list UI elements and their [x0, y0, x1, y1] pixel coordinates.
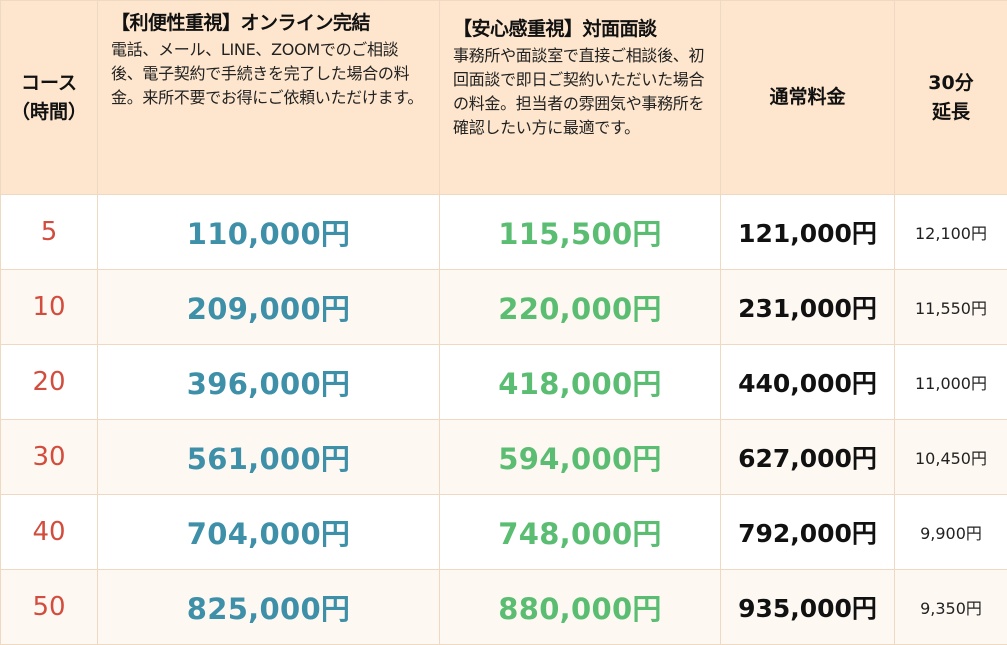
face-price: 418,000円: [439, 344, 721, 420]
face-price: 748,000円: [439, 494, 721, 570]
extension-price: 10,450円: [894, 419, 1007, 495]
header-course-line1: コース: [20, 72, 78, 94]
header-face-plan: 【安心感重視】対面面談 事務所や面談室で直接ご相談後、初回面談で即日ご契約いただ…: [439, 0, 721, 195]
header-normal-price: 通常料金: [720, 0, 895, 195]
extension-price: 11,000円: [894, 344, 1007, 420]
course-hours: 30: [0, 419, 98, 495]
normal-price: 440,000円: [720, 344, 895, 420]
online-price: 396,000円: [97, 344, 440, 420]
normal-price: 231,000円: [720, 269, 895, 345]
extension-price: 9,900円: [894, 494, 1007, 570]
face-price: 594,000円: [439, 419, 721, 495]
online-price: 209,000円: [97, 269, 440, 345]
table-row: 20 396,000円 418,000円 440,000円 11,000円: [0, 344, 1007, 420]
course-hours: 40: [0, 494, 98, 570]
online-price: 561,000円: [97, 419, 440, 495]
normal-price: 792,000円: [720, 494, 895, 570]
face-price: 220,000円: [439, 269, 721, 345]
extension-price: 9,350円: [894, 569, 1007, 645]
online-price: 825,000円: [97, 569, 440, 645]
online-plan-description: 電話、メール、LINE、ZOOMでのご相談後、電子契約で手続きを完了した場合の料…: [111, 39, 424, 107]
course-hours: 10: [0, 269, 98, 345]
header-extension-line1: 30分: [928, 72, 974, 94]
online-plan-title: 【利便性重視】オンライン完結: [111, 12, 371, 34]
table-row: 40 704,000円 748,000円 792,000円 9,900円: [0, 494, 1007, 570]
face-price: 880,000円: [439, 569, 721, 645]
header-course-line2: （時間）: [10, 100, 87, 123]
course-hours: 50: [0, 569, 98, 645]
face-plan-description: 事務所や面談室で直接ご相談後、初回面談で即日ご契約いただいた場合の料金。担当者の…: [453, 45, 705, 137]
online-price: 704,000円: [97, 494, 440, 570]
normal-price: 627,000円: [720, 419, 895, 495]
extension-price: 11,550円: [894, 269, 1007, 345]
face-price: 115,500円: [439, 194, 721, 270]
course-hours: 5: [0, 194, 98, 270]
extension-price: 12,100円: [894, 194, 1007, 270]
normal-price: 121,000円: [720, 194, 895, 270]
table-row: 50 825,000円 880,000円 935,000円 9,350円: [0, 569, 1007, 645]
table-row: 30 561,000円 594,000円 627,000円 10,450円: [0, 419, 1007, 495]
header-extension-line2: 延長: [931, 100, 970, 123]
header-row: コース （時間） 【利便性重視】オンライン完結 電話、メール、LINE、ZOOM…: [0, 0, 1007, 195]
course-hours: 20: [0, 344, 98, 420]
normal-price: 935,000円: [720, 569, 895, 645]
header-extension: 30分 延長: [894, 0, 1007, 195]
face-plan-title: 【安心感重視】対面面談: [453, 18, 657, 40]
header-online-plan: 【利便性重視】オンライン完結 電話、メール、LINE、ZOOMでのご相談後、電子…: [97, 0, 440, 195]
header-course: コース （時間）: [0, 0, 98, 195]
table-row: 10 209,000円 220,000円 231,000円 11,550円: [0, 269, 1007, 345]
table-row: 5 110,000円 115,500円 121,000円 12,100円: [0, 194, 1007, 270]
online-price: 110,000円: [97, 194, 440, 270]
